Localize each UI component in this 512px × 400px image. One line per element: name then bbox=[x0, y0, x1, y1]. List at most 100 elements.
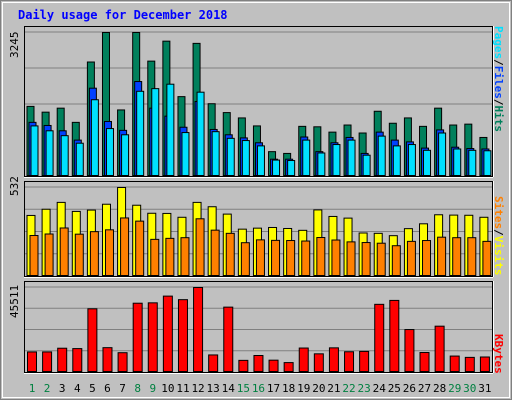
bar-kbytes-6 bbox=[102, 347, 113, 372]
bot-legend: KBytes bbox=[492, 334, 505, 374]
bar-kbytes-27 bbox=[419, 352, 430, 372]
bar-pages-1 bbox=[30, 125, 39, 176]
legend-files: Files bbox=[492, 65, 505, 99]
bar-pages-19 bbox=[302, 139, 311, 176]
bar-kbytes-23 bbox=[359, 350, 370, 372]
day-label: 21 bbox=[327, 382, 341, 395]
top-legend: Pages/Files/Hits bbox=[492, 26, 505, 132]
legend-kbytes: KBytes bbox=[492, 334, 505, 374]
bar-sites-1 bbox=[29, 235, 39, 276]
day-label: 11 bbox=[176, 382, 190, 395]
legend-visits: Visits bbox=[492, 235, 505, 276]
day-label: 8 bbox=[134, 382, 141, 395]
day-label: 12 bbox=[191, 382, 205, 395]
bar-kbytes-29 bbox=[449, 355, 460, 373]
bar-kbytes-28 bbox=[434, 325, 445, 372]
bar-kbytes-14 bbox=[223, 306, 234, 373]
bar-kbytes-1 bbox=[27, 351, 37, 372]
bar-kbytes-11 bbox=[177, 299, 188, 372]
bar-kbytes-15 bbox=[238, 359, 249, 372]
bar-sites-16 bbox=[255, 239, 265, 276]
bar-pages-16 bbox=[256, 145, 265, 176]
bar-pages-5 bbox=[90, 99, 99, 176]
day-label: 24 bbox=[372, 382, 386, 395]
day-label: 13 bbox=[206, 382, 220, 395]
bar-pages-17 bbox=[272, 159, 281, 176]
day-label: 29 bbox=[448, 382, 462, 395]
bar-kbytes-3 bbox=[57, 347, 68, 372]
bar-pages-7 bbox=[121, 134, 130, 176]
legend-sites: Sites bbox=[492, 196, 505, 230]
bar-pages-11 bbox=[181, 132, 190, 176]
day-label: 10 bbox=[161, 382, 175, 395]
day-label: 4 bbox=[73, 382, 81, 395]
day-label: 17 bbox=[266, 382, 281, 395]
bar-sites-6 bbox=[104, 229, 114, 277]
bar-sites-19 bbox=[301, 240, 311, 276]
day-label: 14 bbox=[221, 382, 235, 395]
bar-pages-25 bbox=[392, 145, 401, 176]
bar-kbytes-18 bbox=[283, 362, 294, 372]
day-label: 5 bbox=[89, 382, 96, 395]
bar-kbytes-24 bbox=[374, 303, 385, 373]
bar-pages-30 bbox=[468, 149, 477, 176]
bar-kbytes-9 bbox=[147, 302, 158, 372]
legend-hits: Hits bbox=[492, 105, 505, 133]
day-label: 25 bbox=[387, 382, 401, 395]
bar-sites-11 bbox=[180, 237, 190, 277]
bar-sites-3 bbox=[59, 227, 69, 276]
bar-kbytes-19 bbox=[298, 347, 309, 372]
chart-title: Daily usage for December 2018 bbox=[18, 8, 228, 22]
bar-kbytes-20 bbox=[313, 353, 324, 373]
bar-pages-22 bbox=[347, 139, 356, 176]
bar-pages-10 bbox=[166, 83, 175, 176]
bar-pages-29 bbox=[453, 148, 462, 177]
day-label: 15 bbox=[236, 382, 250, 395]
day-label: 3 bbox=[58, 382, 66, 395]
bar-kbytes-8 bbox=[132, 302, 143, 372]
bar-pages-20 bbox=[317, 152, 326, 177]
bar-pages-2 bbox=[45, 130, 54, 176]
bar-pages-13 bbox=[211, 131, 220, 177]
bar-sites-20 bbox=[316, 237, 326, 276]
bar-sites-18 bbox=[286, 240, 296, 276]
bar-pages-4 bbox=[75, 142, 84, 177]
bar-sites-27 bbox=[422, 240, 432, 276]
bar-kbytes-2 bbox=[42, 351, 53, 372]
bar-kbytes-7 bbox=[117, 352, 128, 372]
day-label: 2 bbox=[43, 382, 51, 395]
day-label: 22 bbox=[342, 382, 356, 395]
bar-kbytes-13 bbox=[208, 354, 219, 373]
bar-pages-6 bbox=[105, 128, 114, 176]
bar-sites-8 bbox=[135, 220, 145, 277]
day-label: 16 bbox=[251, 382, 266, 395]
bar-kbytes-12 bbox=[193, 287, 204, 372]
bar-sites-31 bbox=[482, 240, 492, 277]
bar-pages-21 bbox=[332, 144, 341, 176]
bar-sites-30 bbox=[467, 237, 477, 277]
bar-sites-13 bbox=[210, 229, 220, 276]
bar-sites-23 bbox=[361, 242, 371, 276]
bar-sites-15 bbox=[240, 242, 250, 277]
bar-kbytes-4 bbox=[72, 348, 83, 372]
legend-sep-3: / bbox=[492, 229, 505, 236]
bar-sites-5 bbox=[89, 231, 99, 277]
day-label: 6 bbox=[104, 382, 111, 395]
bar-pages-14 bbox=[226, 137, 235, 176]
bar-sites-26 bbox=[406, 240, 416, 277]
bar-kbytes-22 bbox=[344, 351, 355, 372]
top-ymax-label: 3245 bbox=[8, 31, 21, 59]
bar-sites-2 bbox=[44, 233, 54, 277]
bar-sites-29 bbox=[452, 237, 462, 277]
day-label: 9 bbox=[149, 382, 157, 395]
bar-pages-28 bbox=[438, 132, 447, 176]
bar-sites-24 bbox=[376, 242, 386, 277]
bar-kbytes-10 bbox=[162, 295, 173, 372]
legend-pages: Pages bbox=[492, 26, 505, 60]
bar-pages-24 bbox=[377, 135, 386, 176]
day-label: 28 bbox=[432, 382, 447, 395]
day-label: 31 bbox=[478, 382, 492, 395]
bar-sites-14 bbox=[225, 232, 235, 277]
